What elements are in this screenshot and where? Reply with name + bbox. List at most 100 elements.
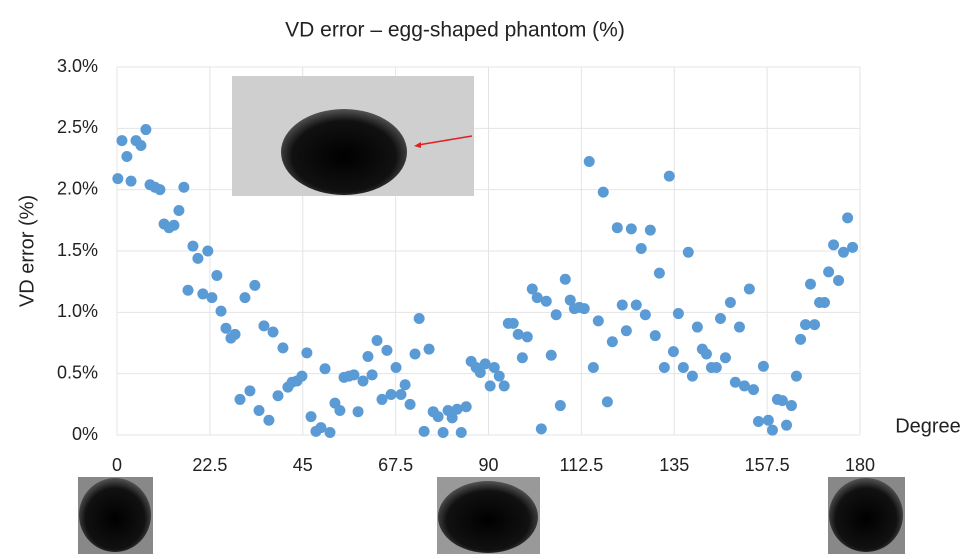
data-point xyxy=(202,246,213,257)
data-point xyxy=(541,296,552,307)
data-point xyxy=(748,384,759,395)
data-point xyxy=(781,420,792,431)
data-point xyxy=(206,292,217,303)
inset-photo xyxy=(232,76,474,196)
data-point xyxy=(485,380,496,391)
data-point xyxy=(367,369,378,380)
data-point xyxy=(598,187,609,198)
data-point xyxy=(268,326,279,337)
x-tick-label: 22.5 xyxy=(192,455,227,475)
data-point xyxy=(372,335,383,346)
data-point xyxy=(277,342,288,353)
chart-title: VD error – egg-shaped phantom (%) xyxy=(285,19,625,42)
data-point xyxy=(786,400,797,411)
data-point xyxy=(433,411,444,422)
data-point xyxy=(617,299,628,310)
data-point xyxy=(182,285,193,296)
data-point xyxy=(121,151,132,162)
data-point xyxy=(828,239,839,250)
data-point xyxy=(753,416,764,427)
data-point xyxy=(239,292,250,303)
data-point xyxy=(306,411,317,422)
data-point xyxy=(654,268,665,279)
data-point xyxy=(258,320,269,331)
data-point xyxy=(805,279,816,290)
data-point xyxy=(348,369,359,380)
thumbnail-left xyxy=(78,477,153,554)
data-point xyxy=(358,376,369,387)
data-point xyxy=(187,241,198,252)
data-point xyxy=(715,313,726,324)
data-point xyxy=(405,399,416,410)
data-point xyxy=(386,389,397,400)
data-point xyxy=(720,352,731,363)
data-point xyxy=(809,319,820,330)
data-point xyxy=(381,345,392,356)
data-point xyxy=(296,371,307,382)
x-tick-label: 157.5 xyxy=(745,455,790,475)
data-point xyxy=(211,270,222,281)
data-point xyxy=(767,425,778,436)
data-point xyxy=(833,275,844,286)
data-point xyxy=(612,222,623,233)
data-point xyxy=(216,306,227,317)
x-tick-label: 135 xyxy=(659,455,689,475)
data-point xyxy=(636,243,647,254)
data-point xyxy=(362,351,373,362)
data-point xyxy=(253,405,264,416)
data-point xyxy=(758,361,769,372)
data-point xyxy=(235,394,246,405)
data-point xyxy=(744,284,755,295)
y-tick-label: 2.5% xyxy=(57,117,98,137)
data-point xyxy=(395,389,406,400)
data-point xyxy=(546,350,557,361)
data-point xyxy=(230,329,241,340)
y-tick-label: 0% xyxy=(72,424,98,444)
data-point xyxy=(499,380,510,391)
data-point xyxy=(461,401,472,412)
thumbnail-right xyxy=(828,477,905,554)
data-point xyxy=(791,371,802,382)
y-tick-label: 1.5% xyxy=(57,240,98,260)
data-point xyxy=(353,406,364,417)
data-point xyxy=(593,315,604,326)
data-point xyxy=(414,313,425,324)
data-point xyxy=(494,371,505,382)
data-point xyxy=(324,427,335,438)
data-point xyxy=(517,352,528,363)
x-tick-label: 112.5 xyxy=(560,455,604,475)
x-tick-label: 90 xyxy=(478,455,498,475)
data-point xyxy=(551,309,562,320)
data-point xyxy=(391,362,402,373)
data-point xyxy=(683,247,694,258)
data-point xyxy=(621,325,632,336)
data-point xyxy=(795,334,806,345)
data-point xyxy=(560,274,571,285)
data-point xyxy=(711,362,722,373)
data-point xyxy=(579,303,590,314)
data-point xyxy=(272,390,283,401)
data-point xyxy=(555,400,566,411)
data-point xyxy=(522,331,533,342)
data-point xyxy=(602,396,613,407)
y-axis-label: VD error (%) xyxy=(16,195,38,307)
data-point xyxy=(725,297,736,308)
y-tick-label: 0.5% xyxy=(57,362,98,382)
data-point xyxy=(320,363,331,374)
x-tick-label: 67.5 xyxy=(378,455,413,475)
data-point xyxy=(410,349,421,360)
data-point xyxy=(263,415,274,426)
x-tick-label: 45 xyxy=(293,455,313,475)
data-point xyxy=(334,405,345,416)
data-point xyxy=(678,362,689,373)
data-point xyxy=(847,242,858,253)
data-point xyxy=(301,347,312,358)
data-point xyxy=(249,280,260,291)
data-point xyxy=(823,266,834,277)
data-point xyxy=(116,135,127,146)
x-axis-label: Degree xyxy=(895,415,961,437)
data-point xyxy=(244,385,255,396)
y-tick-label: 2.0% xyxy=(57,178,98,198)
data-point xyxy=(220,323,231,334)
y-tick-label: 3.0% xyxy=(57,56,98,76)
